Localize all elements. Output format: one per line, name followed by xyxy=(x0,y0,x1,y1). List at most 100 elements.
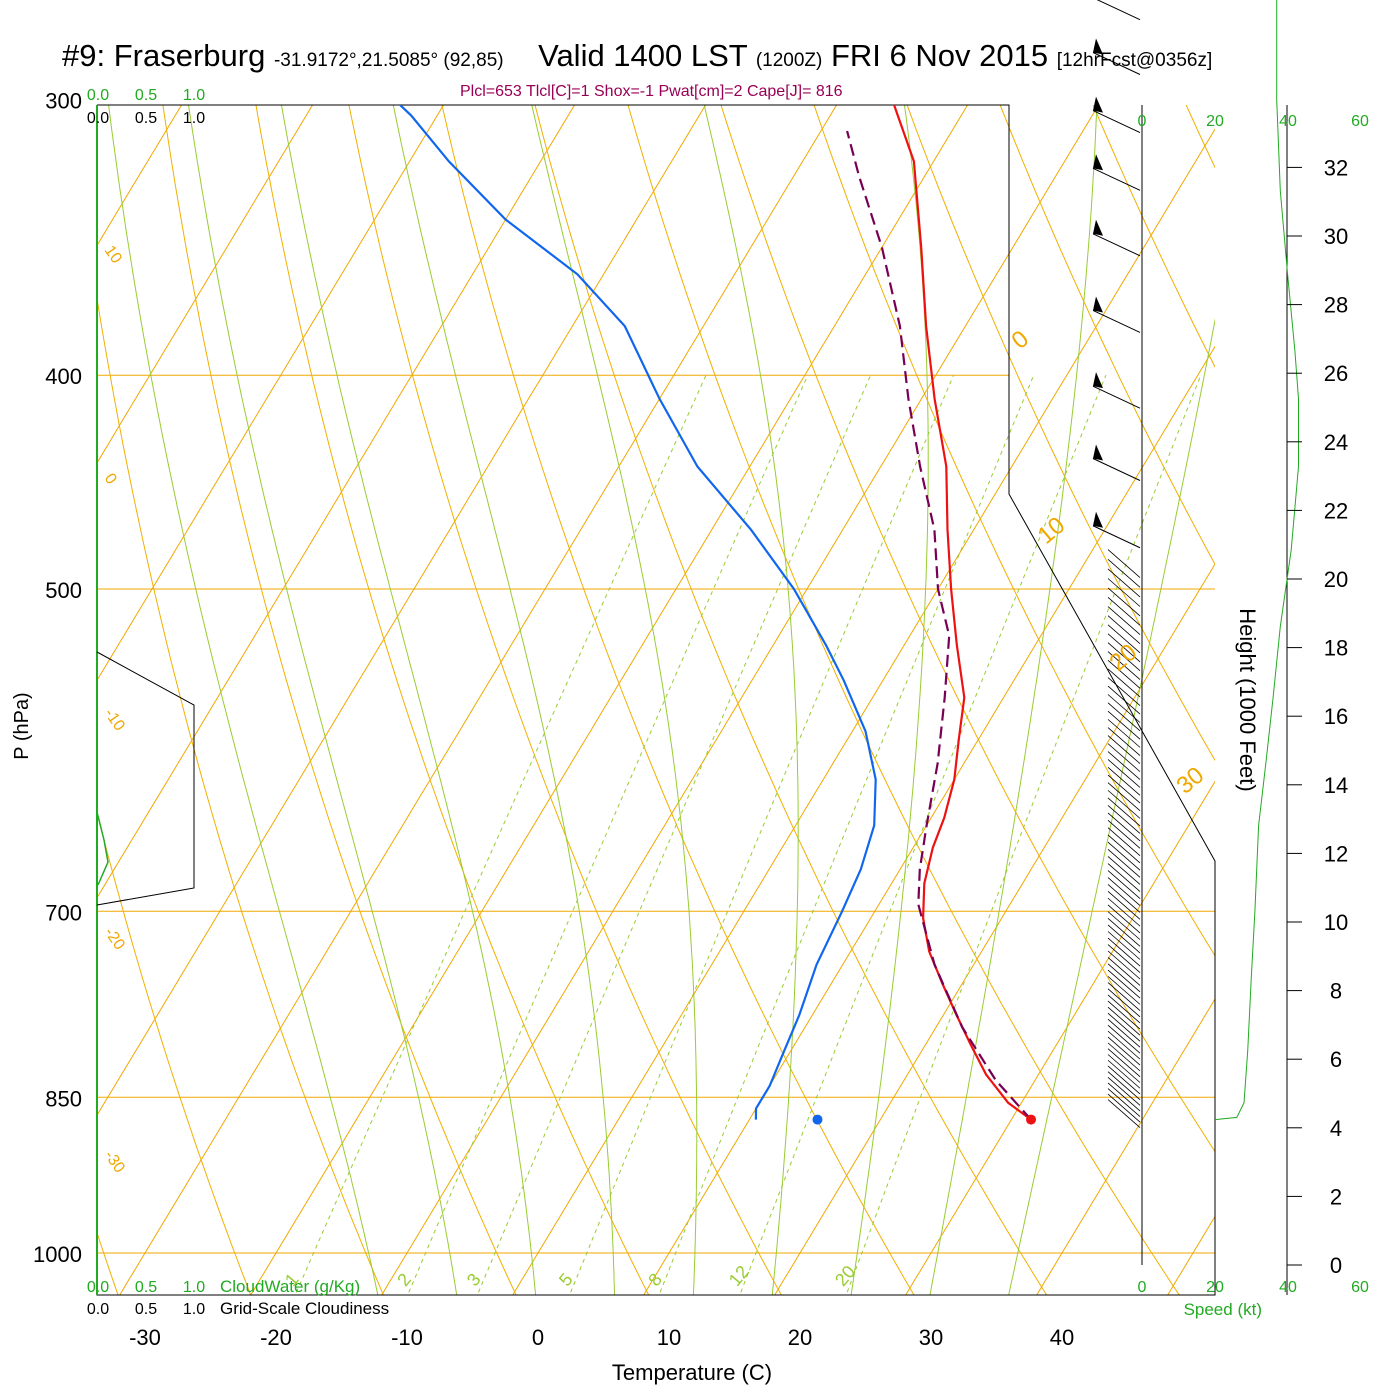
series-dewpoint xyxy=(398,105,877,1120)
speed-tick-bottom: 40 xyxy=(1279,1279,1297,1296)
wind-barb-flag xyxy=(1093,372,1103,389)
cloudwater-tick-top: 0.0 xyxy=(87,87,109,104)
height-tick-label: 16 xyxy=(1324,704,1348,729)
background-lines xyxy=(0,0,1215,1300)
wind-barb-lower xyxy=(1107,1065,1141,1095)
wind-barb-lower xyxy=(1107,1006,1141,1036)
wind-barb-lower xyxy=(1107,727,1141,756)
wind-barb-flag xyxy=(1093,511,1103,528)
isotherm-line xyxy=(905,780,1215,1295)
wind-barb-lower xyxy=(1107,1030,1141,1060)
dry-adiabat xyxy=(97,810,252,1295)
wind-barb-lower xyxy=(1107,944,1141,973)
dry-adiabat xyxy=(162,105,517,1295)
wind-barb-lower xyxy=(1107,710,1141,740)
height-tick-label: 30 xyxy=(1324,224,1348,249)
pressure-tick-label: 300 xyxy=(45,89,82,114)
wind-barb-lower xyxy=(1107,856,1141,885)
dry-adiabat xyxy=(999,105,1215,566)
cloudwater-tick-top: 0.5 xyxy=(135,87,157,104)
mixing-ratio-line xyxy=(569,375,955,1295)
moist-adiabat xyxy=(108,105,379,1295)
wind-barb-lower xyxy=(1107,1012,1141,1042)
wind-barb xyxy=(1092,525,1141,549)
temperature-tick-label: -30 xyxy=(129,1325,161,1350)
temperature-tick-label: -10 xyxy=(391,1325,423,1350)
speed-tick-top: 40 xyxy=(1279,113,1297,130)
wind-barb-lower xyxy=(1107,884,1141,913)
wind-barb-lower xyxy=(1107,633,1141,663)
cloudiness-tick-top: 1.0 xyxy=(183,110,205,127)
title-valid: Valid 1400 LST xyxy=(538,38,748,73)
wind-barb xyxy=(1092,52,1141,75)
wind-barb-lower xyxy=(1107,931,1141,960)
cloudwater-profile xyxy=(96,811,109,886)
wind-barb-lower xyxy=(1107,924,1141,954)
cloud-panel xyxy=(96,105,195,1295)
wind-barb-lower xyxy=(1107,1088,1141,1117)
wind-barb-lower xyxy=(1107,568,1141,598)
isotherm-line xyxy=(0,0,183,1300)
mixing-ratio-label: 5 xyxy=(555,1269,577,1290)
isotherm-line xyxy=(119,105,838,1295)
wind-barb-lower xyxy=(1107,702,1141,732)
temperature-tick-label: 30 xyxy=(919,1325,943,1350)
pressure-tick-label: 500 xyxy=(45,578,82,603)
dry-adiabat xyxy=(813,105,1215,957)
wind-barb-lower xyxy=(1107,1024,1141,1054)
wind-barb-flag xyxy=(1093,96,1103,113)
isotherm-label-right: 10 xyxy=(1033,512,1071,550)
moist-adiabat xyxy=(280,105,537,1295)
mixing-ratio-line xyxy=(658,375,1035,1295)
speed-tick-top: 0 xyxy=(1138,113,1147,130)
wind-barb-lower xyxy=(1107,677,1141,706)
wind-barb-lower xyxy=(1107,1036,1141,1066)
wind-barb-lower xyxy=(1107,1018,1141,1048)
moist-adiabat xyxy=(703,105,799,1295)
height-tick-label: 22 xyxy=(1324,498,1348,523)
pressure-tick-label: 850 xyxy=(45,1086,82,1111)
isotherm-line xyxy=(381,105,1100,1295)
cloudiness-tick-bottom: 1.0 xyxy=(183,1301,205,1318)
wind-barb xyxy=(1096,0,1141,21)
moist-adiabat xyxy=(929,105,1098,1295)
speed-tick-bottom: 20 xyxy=(1206,1279,1224,1296)
sounding-stats: Plcl=653 Tlcl[C]=1 Shox=-1 Pwat[cm]=2 Ca… xyxy=(460,83,843,100)
wind-panel xyxy=(1092,0,1299,1128)
wind-barb-lower xyxy=(1107,877,1141,906)
mixing-ratio-label: 8 xyxy=(644,1269,666,1290)
mixing-ratio-line xyxy=(845,375,1202,1295)
speed-tick-top: 20 xyxy=(1206,113,1224,130)
isotherm-label: -30 xyxy=(101,1148,128,1177)
cloudiness-profile xyxy=(96,651,195,906)
wind-barb-lower xyxy=(1107,782,1141,812)
wind-barb-lower xyxy=(1107,820,1141,849)
dry-adiabat xyxy=(720,105,1215,1153)
height-tick-label: 26 xyxy=(1324,361,1348,386)
isotherm-label: 10 xyxy=(101,243,125,267)
wind-barb-lower xyxy=(1107,559,1141,588)
wind-barb-lower xyxy=(1107,790,1141,819)
cloudwater-tick-bottom: 0.0 xyxy=(87,1279,109,1296)
wind-barb-lower xyxy=(1107,904,1141,934)
dry-adiabat xyxy=(627,105,1180,1295)
height-tick-label: 2 xyxy=(1330,1184,1342,1209)
mixing-ratio-label: 3 xyxy=(463,1269,485,1290)
moist-adiabat xyxy=(392,105,615,1295)
dry-adiabat xyxy=(97,295,384,1295)
moist-adiabat xyxy=(188,105,458,1295)
cloudwater-label: CloudWater (g/Kg) xyxy=(220,1277,360,1296)
cloudiness-tick-top: 0.0 xyxy=(87,110,109,127)
dry-adiabat xyxy=(255,105,650,1295)
wind-barb-lower xyxy=(1107,766,1141,796)
dry-adiabat xyxy=(534,105,1048,1295)
series-temperature xyxy=(892,105,1032,1121)
wind-barb-lower xyxy=(1107,976,1141,1005)
wind-barb xyxy=(1092,233,1141,257)
wind-barb-lower xyxy=(1107,774,1141,804)
wind-barb-flag xyxy=(1093,296,1103,313)
mixing-ratio-line xyxy=(476,375,872,1295)
surface-temperature xyxy=(1026,1114,1037,1125)
height-tick-label: 18 xyxy=(1324,636,1348,661)
cloudiness-tick-bottom: 0.0 xyxy=(87,1301,109,1318)
